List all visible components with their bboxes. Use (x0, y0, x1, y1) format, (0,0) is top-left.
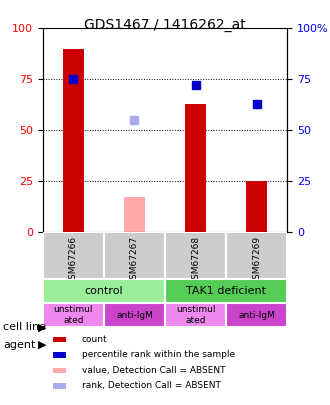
Bar (63, 49, 84, 232)
Text: cell line: cell line (3, 322, 46, 332)
Bar (104, 303, 165, 327)
Text: anti-IgM: anti-IgM (238, 311, 275, 320)
Bar (165, 303, 226, 327)
Bar (43, 232, 104, 279)
Bar (165, 232, 226, 279)
Text: unstimul
ated: unstimul ated (54, 305, 93, 325)
Text: control: control (84, 286, 123, 296)
Text: GSM67269: GSM67269 (252, 235, 261, 285)
Text: TAK1 deficient: TAK1 deficient (186, 286, 266, 296)
Text: value, Detection Call = ABSENT: value, Detection Call = ABSENT (82, 366, 225, 375)
Bar (246, 181, 267, 232)
Bar (53, 337, 66, 342)
Text: percentile rank within the sample: percentile rank within the sample (82, 350, 235, 360)
Text: agent: agent (3, 340, 36, 350)
Bar (53, 352, 66, 358)
Text: GSM67266: GSM67266 (69, 235, 78, 285)
Text: count: count (82, 335, 108, 344)
Bar (53, 368, 66, 373)
Text: unstimul
ated: unstimul ated (176, 305, 215, 325)
Bar (226, 303, 287, 327)
Text: GSM67268: GSM67268 (191, 235, 200, 285)
Text: anti-IgM: anti-IgM (116, 311, 153, 320)
Text: ▶: ▶ (38, 322, 47, 332)
Text: rank, Detection Call = ABSENT: rank, Detection Call = ABSENT (82, 381, 221, 390)
Bar (185, 104, 206, 232)
Bar (226, 232, 287, 279)
Text: GSM67267: GSM67267 (130, 235, 139, 285)
Bar (53, 383, 66, 388)
Bar (165, 279, 287, 303)
Bar (43, 279, 165, 303)
Text: ▶: ▶ (38, 340, 47, 350)
Bar (124, 197, 145, 232)
Bar (43, 303, 104, 327)
Text: GDS1467 / 1416262_at: GDS1467 / 1416262_at (84, 18, 246, 32)
Bar (104, 232, 165, 279)
